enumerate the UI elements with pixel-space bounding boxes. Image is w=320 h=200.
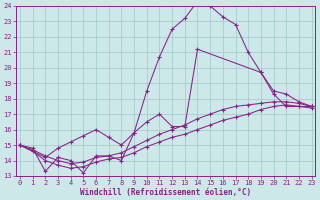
X-axis label: Windchill (Refroidissement éolien,°C): Windchill (Refroidissement éolien,°C) [80, 188, 251, 197]
